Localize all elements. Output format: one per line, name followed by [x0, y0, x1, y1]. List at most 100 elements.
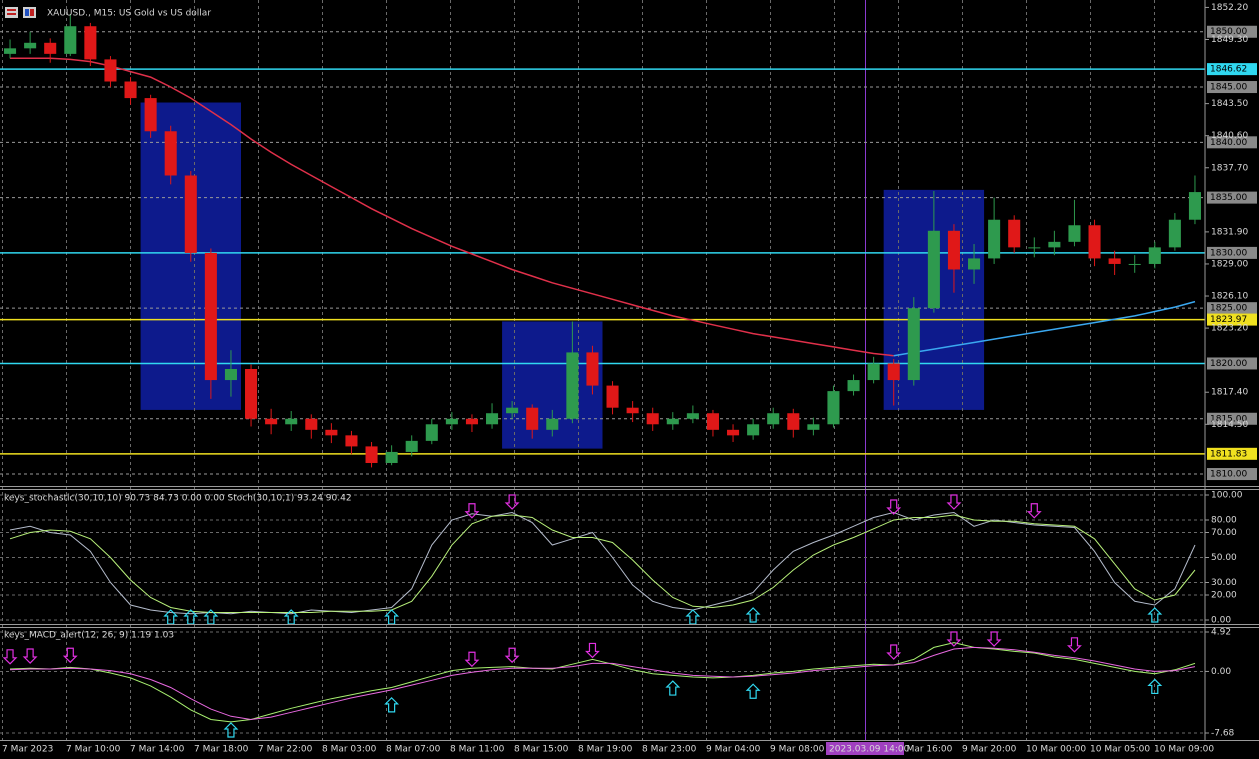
candle-body	[887, 363, 900, 381]
arrow-down	[504, 494, 520, 510]
indicator-line	[9, 514, 1196, 613]
candle-body	[767, 413, 780, 425]
level-label: 1850.00	[1210, 27, 1247, 37]
level-label: 1835.00	[1210, 193, 1247, 203]
candle-body	[104, 59, 117, 82]
level-label: 1820.00	[1210, 359, 1247, 369]
candle-body	[907, 308, 920, 381]
candle-body	[24, 42, 37, 49]
y-tick-label: 1826.10	[1211, 292, 1248, 302]
moving-average	[10, 57, 894, 357]
y-tick-label: 80.00	[1211, 516, 1237, 526]
y-tick-label: 1829.00	[1211, 259, 1248, 269]
candle-body	[486, 413, 499, 425]
level-label: 1840.00	[1210, 138, 1247, 148]
symbol-icons	[5, 7, 36, 18]
level-label: 1823.97	[1210, 315, 1247, 325]
y-tick-label: 4.92	[1211, 628, 1231, 638]
candle-body	[1128, 263, 1141, 265]
arrow-up	[665, 680, 681, 696]
arrow-up	[745, 607, 761, 623]
level-label-box	[1207, 136, 1257, 149]
level-label-box	[1207, 81, 1257, 94]
candle-body	[245, 369, 258, 419]
y-tick-label: 30.00	[1211, 578, 1237, 588]
candle-body	[646, 413, 659, 425]
arrow-down	[946, 494, 962, 510]
x-tick-label: 9 Mar 20:00	[962, 745, 1017, 755]
stochastic-title: keys_stochastic(30,10,10) 90.73 84.73 0.…	[4, 494, 352, 504]
candle-body	[1028, 247, 1041, 249]
arrow-down	[62, 647, 78, 664]
level-label: 1811.83	[1210, 449, 1247, 459]
candle-body	[566, 352, 579, 419]
y-tick-label: 70.00	[1211, 528, 1237, 538]
candle-body	[988, 219, 1001, 259]
arrow-down	[986, 631, 1002, 647]
level-label-box	[1207, 25, 1257, 38]
candle-body	[1108, 258, 1121, 264]
y-tick-label: 1852.20	[1211, 3, 1248, 13]
level-label: 1845.00	[1210, 83, 1247, 93]
candle-body	[947, 230, 960, 270]
candle-body	[44, 42, 57, 54]
arrow-up	[1147, 607, 1163, 623]
level-label-box	[1207, 191, 1257, 204]
icon	[5, 7, 18, 18]
icon-part	[7, 9, 16, 11]
candle-body	[305, 418, 318, 430]
candle-body	[847, 380, 860, 392]
indicator-line	[9, 646, 1196, 721]
arrow-down	[504, 647, 520, 664]
candle-body	[546, 418, 559, 430]
candle-body	[1048, 241, 1061, 248]
x-tick-label: 10 Mar 05:00	[1090, 745, 1150, 755]
crosshair-label-box	[826, 742, 904, 755]
candle-body	[1168, 219, 1181, 248]
arrow-up	[223, 722, 239, 738]
candle-body	[867, 363, 880, 381]
arrow-down	[886, 644, 902, 660]
macd-title: keys_MACD_alert(12, 26, 9) 1.19 1.03	[4, 631, 174, 641]
arrow-down	[22, 648, 38, 664]
candle-body	[465, 418, 478, 425]
arrow-down	[464, 503, 480, 519]
candle-body	[445, 418, 458, 425]
candle-body	[164, 131, 177, 176]
icon-part	[30, 9, 34, 16]
candle-body	[285, 418, 298, 425]
candle-body	[586, 352, 599, 386]
grid-layer	[0, 0, 1205, 740]
arrow-up	[384, 697, 400, 713]
icon-part	[7, 13, 16, 15]
candle-body	[706, 413, 719, 430]
arrow-down	[464, 651, 480, 668]
arrow-up	[745, 683, 761, 699]
candle-body	[506, 407, 519, 414]
candle-body	[747, 424, 760, 436]
x-tick-label: 7 Mar 14:00	[130, 745, 185, 755]
candle-body	[927, 230, 940, 309]
candle-body	[365, 446, 378, 463]
candle-body	[1068, 225, 1081, 242]
chart-title: XAUUSD., M15: US Gold vs US dollar	[47, 9, 211, 19]
y-tick-label: -7.68	[1211, 729, 1235, 739]
candle-body	[626, 407, 639, 414]
y-tick-label: 1849.30	[1211, 35, 1248, 45]
y-tick-label: 0.00	[1211, 616, 1231, 626]
candle-body	[405, 440, 418, 452]
level-label-box	[1207, 412, 1257, 425]
y-tick-label: 1837.70	[1211, 163, 1248, 173]
candle-body	[1088, 225, 1101, 259]
level-label: 1825.00	[1210, 304, 1247, 314]
candle-body	[84, 26, 97, 60]
level-label: 1815.00	[1210, 414, 1247, 424]
candle-body	[265, 418, 278, 425]
icon	[23, 7, 36, 18]
arrow-down	[1067, 637, 1082, 653]
arrow-down	[886, 499, 902, 515]
candle-body	[1008, 219, 1021, 248]
level-label-box	[1207, 357, 1257, 370]
level-label: 1810.00	[1210, 470, 1247, 480]
candle-body	[144, 98, 157, 132]
